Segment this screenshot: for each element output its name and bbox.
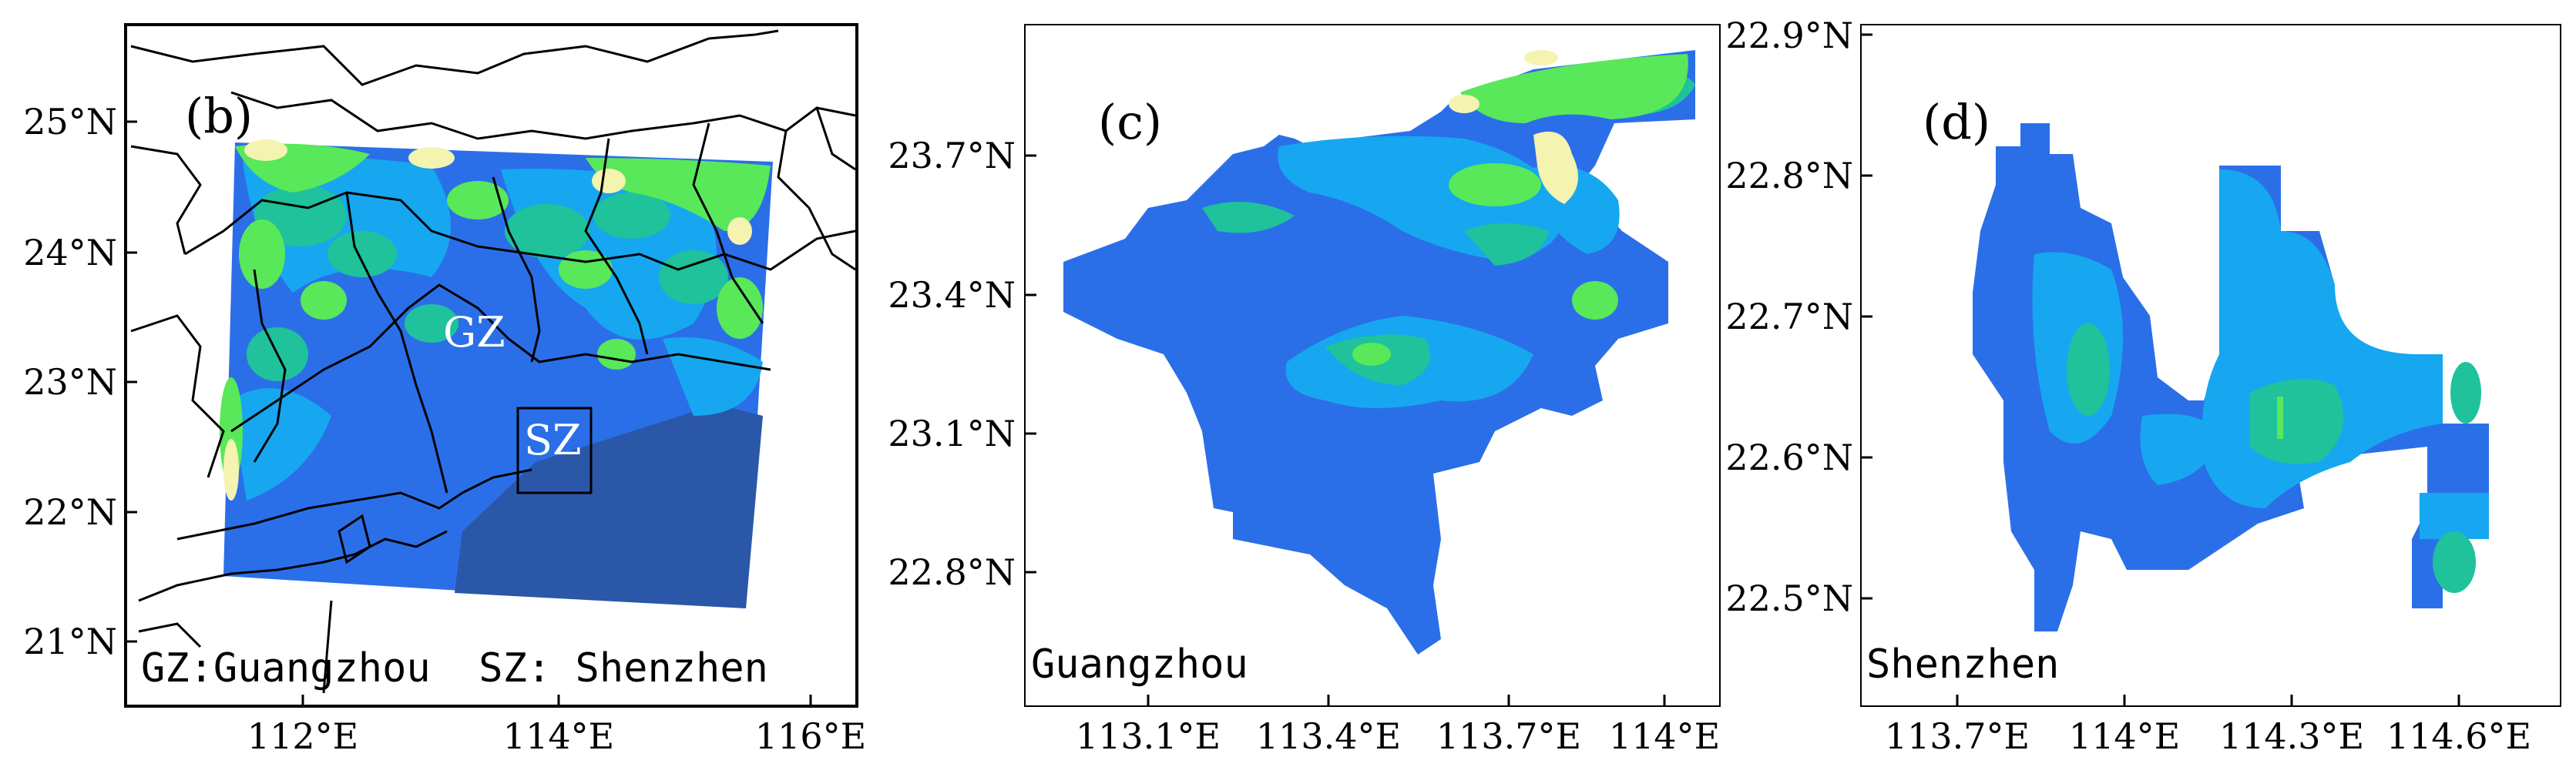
- panel-d-y-tick: 22.7°N: [1725, 296, 1853, 337]
- shenzhen-box: [516, 407, 593, 494]
- shenzhen-green: [2277, 397, 2283, 439]
- panel-d-x-tick: 114°E: [2069, 715, 2180, 757]
- panel-d-x-tick: 113.7°E: [1885, 715, 2030, 757]
- panel-d-frame: [1860, 24, 2561, 707]
- panel-b-caption: GZ:Guangzhou SZ: Shenzhen: [141, 645, 768, 692]
- panel-b-y-tick: 22°N: [23, 491, 117, 533]
- panel-b-sea: [455, 404, 763, 608]
- panel-c-y-tick: 23.4°N: [888, 274, 1016, 316]
- panel-b-y-axis: [126, 120, 137, 643]
- panel-d-x-tick: 114.3°E: [2219, 715, 2364, 757]
- panel-b-x-axis: [301, 695, 812, 706]
- shenzhen-teal: [2067, 323, 2481, 593]
- panel-b-y-tick: 25°N: [23, 101, 117, 142]
- panel-d-y-tick: 22.9°N: [1725, 15, 1853, 56]
- panel-b-label: (b): [185, 88, 253, 144]
- panel-c-x-tick: 113.7°E: [1436, 715, 1581, 757]
- panel-c-y-tick: 22.8°N: [888, 551, 1016, 593]
- panel-d-y-axis: [1861, 33, 1872, 600]
- panel-b-yellow-areas: [223, 139, 752, 501]
- panel-b-frame: [124, 23, 858, 708]
- panel-c-frame: [1024, 24, 1721, 707]
- panel-d-x-tick: 114.6°E: [2386, 715, 2531, 757]
- panel-b-y-tick: 24°N: [23, 232, 117, 273]
- panel-d-y-tick: 22.5°N: [1725, 578, 1853, 619]
- panel-b-boundaries: [130, 29, 856, 694]
- panel-c-label: (c): [1098, 94, 1162, 150]
- panel-c-caption: Guangzhou: [1031, 641, 1248, 688]
- guangzhou-yellow: [1449, 50, 1578, 204]
- panel-c: (c) Guangzhou 23.7°N 23.4°N 23.1°N 22.8°…: [888, 24, 1721, 757]
- panel-d-y-tick: 22.6°N: [1725, 437, 1853, 478]
- panel-c-x-tick: 113.4°E: [1256, 715, 1401, 757]
- panel-b-y-tick: 23°N: [23, 361, 117, 403]
- panel-c-y-tick: 23.1°N: [888, 413, 1016, 454]
- panel-b-x-tick: 116°E: [755, 715, 866, 757]
- guangzhou-green: [1352, 54, 1688, 366]
- city-label-sz: SZ: [524, 416, 582, 464]
- panel-d: (d) Shenzhen 22.9°N 22.8°N 22.7°N 22.6°N…: [1725, 15, 2561, 757]
- panel-c-y-axis: [1025, 154, 1036, 574]
- panel-d-y-tick: 22.8°N: [1725, 155, 1853, 196]
- panel-c-y-tick: 23.7°N: [888, 135, 1016, 176]
- city-label-gz: GZ: [443, 308, 505, 357]
- panel-b: (b) GZ SZ GZ:Guangzhou SZ: Shenzhen 25°N…: [23, 23, 866, 757]
- panel-b-y-tick: 21°N: [23, 621, 117, 662]
- panel-c-x-tick: 113.1°E: [1076, 715, 1221, 757]
- panel-c-x-axis: [1147, 695, 1666, 706]
- panel-d-label: (d): [1923, 94, 1990, 150]
- panel-b-x-tick: 112°E: [247, 715, 358, 757]
- panel-b-x-tick: 114°E: [503, 715, 614, 757]
- panel-d-caption: Shenzhen: [1866, 641, 2059, 688]
- panel-d-x-axis: [1956, 695, 2460, 706]
- panel-c-x-tick: 114°E: [1609, 715, 1720, 757]
